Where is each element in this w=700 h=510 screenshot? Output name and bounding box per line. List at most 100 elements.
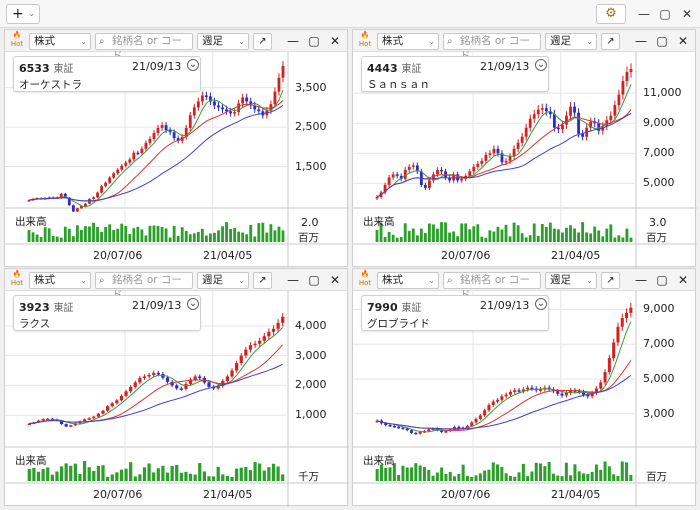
date-label: 21/09/13 — [480, 299, 530, 312]
type-select[interactable]: 株式 ⌄ — [29, 272, 91, 289]
close-button[interactable]: ✕ — [329, 273, 341, 287]
popout-button[interactable]: ↗ — [253, 272, 272, 289]
maximize-button[interactable]: ▢ — [308, 273, 320, 287]
candle — [112, 173, 116, 178]
price-chart[interactable] — [353, 30, 697, 268]
volume-bar — [440, 222, 443, 242]
candle — [607, 358, 611, 372]
candle — [383, 184, 387, 193]
hot-icon[interactable]: 🔥 Hot — [358, 270, 372, 287]
close-button[interactable]: ✕ — [677, 273, 689, 287]
maximize-button[interactable]: ▢ — [656, 273, 668, 287]
candle — [520, 136, 524, 143]
volume-bar — [239, 467, 243, 481]
close-button[interactable]: ✕ — [677, 34, 689, 48]
candle — [483, 410, 487, 416]
volume-bar — [124, 468, 128, 481]
volume-bar — [59, 466, 64, 481]
x-tick-label: 21/04/05 — [551, 488, 601, 501]
hot-icon[interactable]: 🔥 Hot — [10, 270, 24, 287]
chevron-down-icon[interactable]: ⌄ — [535, 298, 547, 310]
volume-unit-label: 百万 — [298, 232, 319, 244]
volume-bar — [120, 223, 124, 242]
volume-bar — [431, 475, 435, 481]
price-chart[interactable] — [5, 30, 349, 268]
volume-bar — [472, 226, 476, 242]
minimize-button[interactable]: — — [635, 34, 647, 48]
gear-icon[interactable]: ⚙ — [596, 4, 626, 24]
period-select[interactable]: 週足 ⌄ — [545, 272, 597, 289]
period-select[interactable]: 週足 ⌄ — [545, 33, 597, 50]
hot-icon[interactable]: 🔥 Hot — [358, 31, 372, 48]
volume-bar — [557, 229, 560, 242]
candle — [415, 165, 419, 172]
type-select[interactable]: 株式 ⌄ — [377, 33, 439, 50]
stock-name: グロブライド — [367, 318, 430, 330]
candle — [599, 382, 603, 389]
stock-code: 6533 — [19, 62, 50, 75]
candle — [488, 153, 492, 155]
y-tick-label: 1,500 — [295, 159, 327, 173]
candle — [221, 107, 224, 110]
minimize-button[interactable]: — — [287, 34, 299, 48]
maximize-button[interactable]: ▢ — [659, 7, 671, 21]
add-label: + — [12, 6, 24, 22]
candle — [484, 154, 488, 161]
volume-bar — [188, 234, 192, 242]
volume-bar — [221, 226, 224, 242]
hot-icon[interactable]: 🔥 Hot — [10, 31, 24, 48]
candle — [100, 186, 103, 193]
close-button[interactable]: ✕ — [329, 34, 341, 48]
candle — [188, 379, 193, 384]
candle — [235, 363, 239, 371]
close-button[interactable]: ✕ — [681, 7, 693, 21]
volume-bar — [457, 473, 461, 481]
volume-bar — [101, 465, 105, 481]
type-select[interactable]: 株式 ⌄ — [377, 272, 439, 289]
volume-bar — [92, 470, 96, 481]
volume-bar — [432, 224, 435, 242]
chevron-down-icon[interactable]: ⌄ — [187, 59, 199, 71]
add-panel-button[interactable]: + ⌄ — [6, 4, 40, 24]
volume-bar — [540, 224, 544, 242]
volume-bar — [119, 469, 124, 481]
volume-bar — [440, 467, 444, 481]
candle — [196, 101, 200, 108]
volume-bar — [64, 463, 68, 481]
volume-bar — [265, 232, 269, 242]
maximize-button[interactable]: ▢ — [308, 34, 320, 48]
popout-button[interactable]: ↗ — [601, 33, 620, 50]
minimize-button[interactable]: — — [287, 273, 299, 287]
popout-button[interactable]: ↗ — [601, 272, 620, 289]
x-tick-label: 21/04/05 — [551, 249, 601, 262]
stock-info-box: 6533 東証 21/09/13 ⌄ オーケストラ — [13, 56, 201, 92]
candle — [71, 205, 75, 212]
period-select[interactable]: 週足 ⌄ — [197, 272, 249, 289]
date-label: 21/09/13 — [132, 299, 182, 312]
candle — [41, 419, 45, 421]
popout-button[interactable]: ↗ — [253, 33, 272, 50]
volume-bar — [418, 465, 422, 481]
period-value: 週足 — [550, 274, 571, 286]
y-tick-label: 2,000 — [295, 378, 327, 392]
minimize-button[interactable]: — — [635, 273, 647, 287]
maximize-button[interactable]: ▢ — [656, 34, 668, 48]
period-select[interactable]: 週足 ⌄ — [197, 33, 249, 50]
search-input[interactable]: ⌕銘柄名 or コード — [95, 272, 193, 301]
candle — [276, 322, 280, 329]
price-chart[interactable] — [353, 269, 697, 507]
candle — [59, 420, 64, 425]
candle — [508, 391, 512, 395]
type-select[interactable]: 株式 ⌄ — [29, 33, 91, 50]
volume-bar — [170, 466, 174, 481]
volume-bar — [147, 463, 151, 481]
search-input[interactable]: ⌕銘柄名 or コード — [443, 272, 541, 301]
volume-bar — [248, 470, 253, 481]
volume-bar — [617, 235, 621, 242]
volume-bar — [565, 227, 568, 242]
chevron-down-icon[interactable]: ⌄ — [187, 298, 199, 310]
minimize-button[interactable]: — — [638, 7, 650, 21]
chevron-down-icon[interactable]: ⌄ — [535, 59, 547, 71]
candle — [138, 377, 142, 383]
candle — [472, 166, 476, 172]
